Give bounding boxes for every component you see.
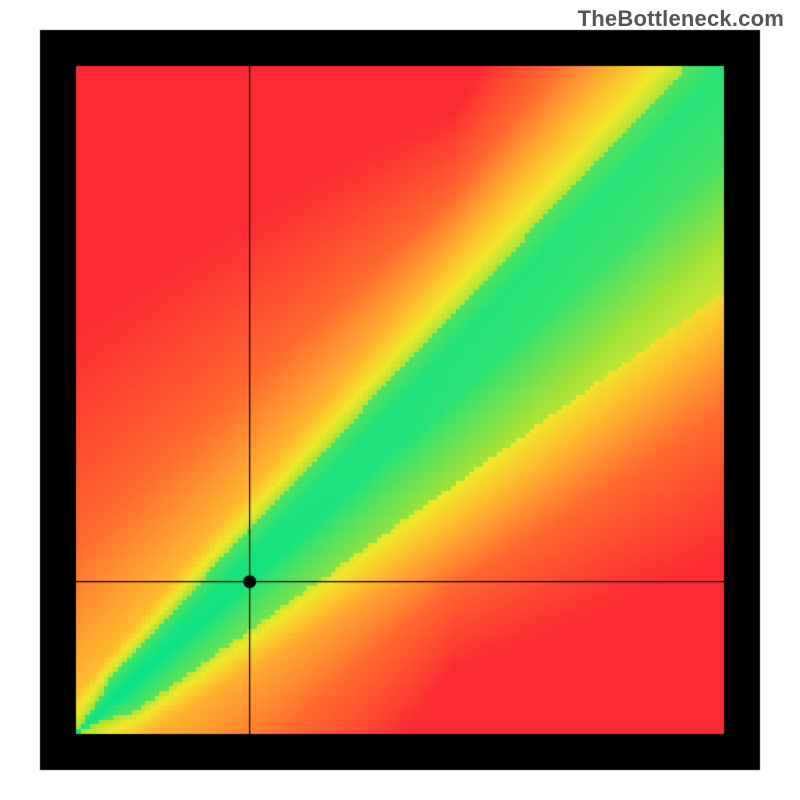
bottleneck-heatmap-canvas <box>0 0 800 800</box>
chart-container: TheBottleneck.com <box>0 0 800 800</box>
watermark-text: TheBottleneck.com <box>578 6 784 32</box>
